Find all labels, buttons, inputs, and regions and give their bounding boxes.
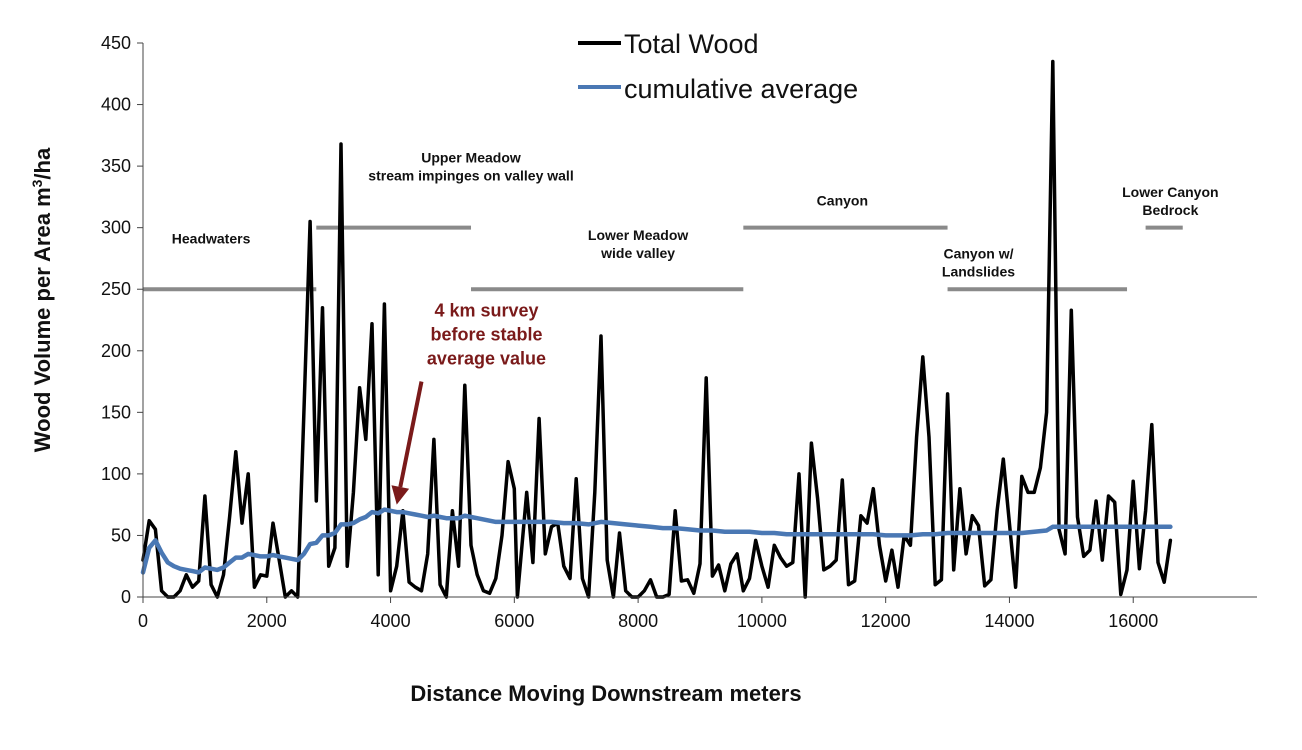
y-tick-label: 250 xyxy=(101,279,131,299)
series-line-total-wood xyxy=(141,59,1173,599)
segment-label-lower-meadow: Lower Meadow xyxy=(588,227,688,243)
y-tick-label: 50 xyxy=(111,525,131,545)
segment-labels: Headwaters Upper Meadow stream impinges on… xyxy=(172,149,1219,279)
segment-sublabel-landslides: Landslides xyxy=(942,263,1015,279)
annotation-line: 4 km survey xyxy=(434,300,538,320)
y-tick-label: 450 xyxy=(101,33,131,53)
segment-label-upper-meadow: Upper Meadow xyxy=(421,149,521,165)
legend-label-cumulative-average: cumulative average xyxy=(624,74,858,104)
y-tick-label: 350 xyxy=(101,156,131,176)
x-tick-label: 4000 xyxy=(371,611,411,631)
y-tick-label: 200 xyxy=(101,341,131,361)
segment-label-canyon-w: Canyon w/ xyxy=(943,245,1013,261)
segment-sublabel-bedrock: Bedrock xyxy=(1142,202,1198,218)
x-tick-label: 14000 xyxy=(984,611,1034,631)
annotation-line: average value xyxy=(427,348,546,368)
y-tick-label: 300 xyxy=(101,218,131,238)
x-axis-title: Distance Moving Downstream meters xyxy=(410,681,801,706)
y-tick-label: 100 xyxy=(101,464,131,484)
x-tick-label: 10000 xyxy=(737,611,787,631)
y-tick-label: 150 xyxy=(101,402,131,422)
segment-label-headwaters: Headwaters xyxy=(172,231,251,247)
x-tick-label: 16000 xyxy=(1108,611,1158,631)
y-tick-label: 0 xyxy=(121,587,131,607)
annotation: 4 km survey before stable average value xyxy=(391,300,546,505)
axes: 0 50 100 150 200 250 300 350 400 450 0 2000 4000 6000… xyxy=(101,33,1257,631)
segment-sublabel-stream-impinges-on-valley-wall: stream impinges on valley wall xyxy=(368,167,573,183)
legend-label-total-wood: Total Wood xyxy=(624,29,759,59)
series-line-cumulative-average xyxy=(140,507,1173,575)
legend: Total Wood cumulative average xyxy=(578,29,858,104)
y-axis-title: Wood Volume per Area m3/ha xyxy=(29,147,55,452)
x-tick-label: 2000 xyxy=(247,611,287,631)
x-tick-label: 8000 xyxy=(618,611,658,631)
segment-label-canyon: Canyon xyxy=(817,193,868,209)
segment-label-lower-canyon: Lower Canyon xyxy=(1122,184,1218,200)
x-tick-label: 6000 xyxy=(494,611,534,631)
segment-sublabel-wide-valley: wide valley xyxy=(600,245,675,261)
x-tick-label: 0 xyxy=(138,611,148,631)
annotation-arrow-shaft xyxy=(398,381,424,488)
y-tick-label: 400 xyxy=(101,95,131,115)
series-lines xyxy=(140,59,1173,599)
x-tick-label: 12000 xyxy=(861,611,911,631)
annotation-line: before stable xyxy=(430,324,542,344)
annotation-arrow-head xyxy=(391,485,410,505)
